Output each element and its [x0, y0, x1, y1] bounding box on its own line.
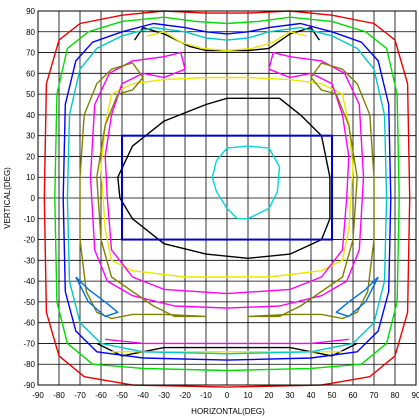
target-rectangle-outline	[121, 134, 333, 241]
x-tick-label: 20	[265, 391, 274, 400]
x-tick-labels: -90 -80 -70 -60 -50 -40 -30 -20 -10 0 10 20 30 40 50 60…	[32, 391, 419, 400]
contour-line	[105, 338, 349, 345]
contour-line	[147, 31, 307, 52]
x-tick-label: 80	[391, 391, 400, 400]
x-tick-label: 40	[307, 391, 316, 400]
contour-line	[75, 276, 119, 318]
x-tick-label: 0	[225, 391, 230, 400]
y-tick-label: 70	[26, 49, 35, 58]
plot-frame	[37, 10, 417, 386]
x-tick-label: 50	[328, 391, 337, 400]
contour-line	[335, 276, 379, 318]
x-tick-label: -80	[53, 391, 65, 400]
x-tick-label: -10	[200, 391, 212, 400]
y-tick-label: -40	[23, 277, 35, 286]
y-tick-label: -90	[23, 381, 35, 390]
x-tick-label: -90	[32, 391, 44, 400]
x-tick-label: 90	[412, 391, 419, 400]
grid	[37, 10, 417, 386]
contour-lines	[43, 10, 411, 388]
x-tick-label: 60	[349, 391, 358, 400]
contour-line	[89, 51, 365, 309]
y-tick-label: 0	[31, 194, 36, 203]
plot-border	[37, 10, 417, 386]
y-tick-label: 10	[26, 173, 35, 182]
y-tick-label: -70	[23, 339, 35, 348]
contour-line	[54, 16, 400, 372]
target-rectangle	[121, 134, 333, 241]
y-axis-title: VERTICAL(DEG)	[3, 167, 12, 229]
y-tick-label: -50	[23, 298, 35, 307]
y-tick-label: 30	[26, 132, 35, 141]
x-tick-label: 30	[286, 391, 295, 400]
y-tick-label: 80	[26, 28, 35, 37]
x-tick-label: -70	[74, 391, 86, 400]
contour-line	[62, 22, 392, 361]
x-tick-label: 10	[244, 391, 253, 400]
y-tick-label: 50	[26, 90, 35, 99]
x-tick-label: -20	[179, 391, 191, 400]
y-tick-label: -10	[23, 215, 35, 224]
y-tick-label: -60	[23, 319, 35, 328]
y-tick-label: -20	[23, 236, 35, 245]
y-tick-label: -30	[23, 256, 35, 265]
contour-line	[100, 76, 354, 278]
x-tick-label: -30	[158, 391, 170, 400]
x-tick-label: -50	[116, 391, 128, 400]
contour-line	[66, 26, 388, 355]
y-tick-label: 40	[26, 111, 35, 120]
x-tick-label: 70	[370, 391, 379, 400]
y-tick-label: 20	[26, 152, 35, 161]
x-axis-title: HORIZONTAL(DEG)	[191, 407, 265, 416]
y-tick-label: 60	[26, 69, 35, 78]
y-tick-label: -80	[23, 360, 35, 369]
y-tick-label: 90	[26, 7, 35, 16]
y-tick-labels: 90 80 70 60 50 40 30 20 10 0 -10 -20 -30 -40 -50 -60 -70…	[23, 7, 35, 390]
contour-line	[211, 145, 281, 220]
x-tick-label: -60	[95, 391, 107, 400]
x-tick-label: -40	[137, 391, 149, 400]
contour-line	[117, 97, 331, 259]
contour-line	[96, 342, 358, 357]
